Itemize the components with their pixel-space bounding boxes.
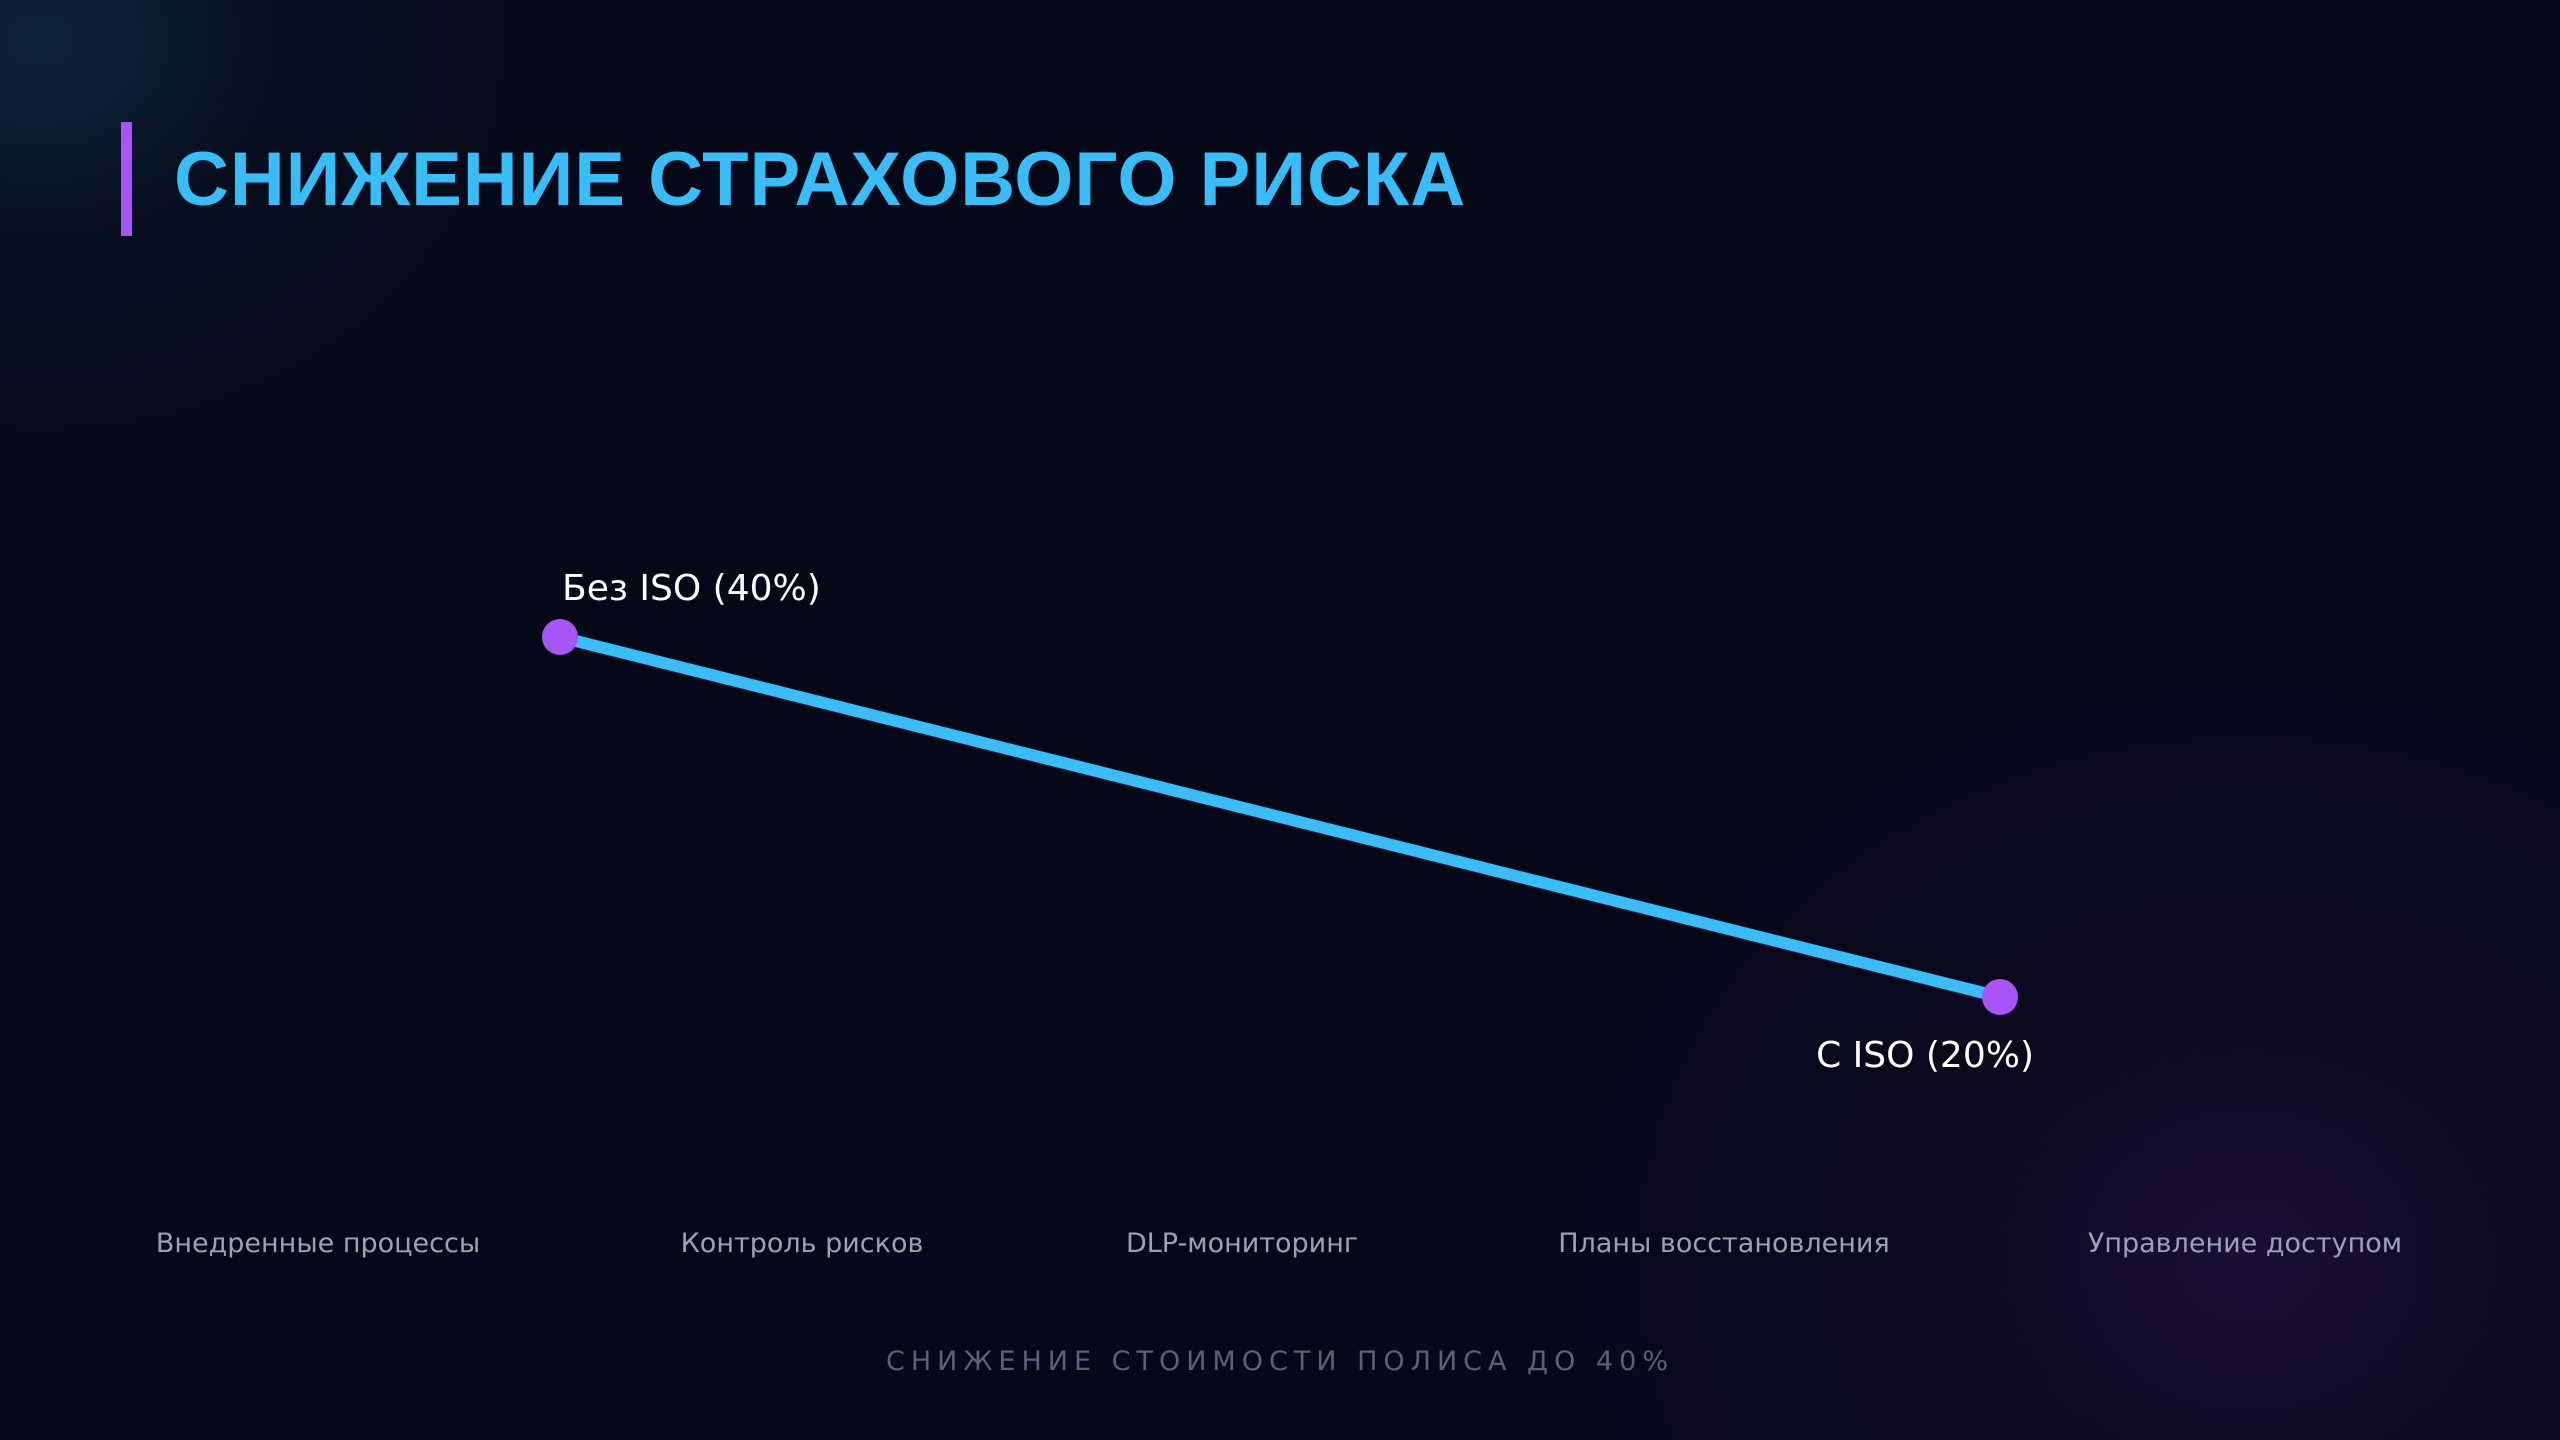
data-point [1982, 979, 2018, 1015]
data-label: Без ISO (40%) [562, 568, 821, 609]
category-label: DLP-мониторинг [1125, 1228, 1359, 1259]
title-accent-bar [121, 122, 132, 236]
data-point [542, 619, 578, 655]
category-row: Внедренные процессы Контроль рисков DLP-… [0, 1222, 2560, 1272]
footer-caption: СНИЖЕНИЕ СТОИМОСТИ ПОЛИСА ДО 40% [885, 1346, 1674, 1377]
category-label: Контроль рисков [680, 1228, 924, 1259]
slide-title: СНИЖЕНИЕ СТРАХОВОГО РИСКА [174, 137, 1467, 222]
data-label: С ISO (20%) [1816, 1035, 2034, 1076]
series-line [554, 631, 2006, 1003]
category-label: Планы восстановления [1558, 1228, 1890, 1259]
category-label: Управление доступом [2087, 1228, 2403, 1259]
category-label: Внедренные процессы [155, 1228, 481, 1259]
